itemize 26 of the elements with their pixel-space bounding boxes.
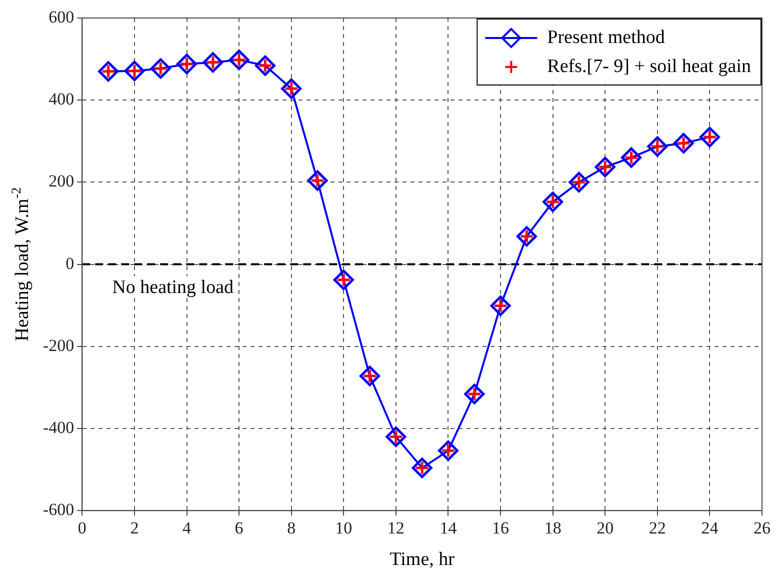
y-tick-label: 600 <box>48 7 74 26</box>
x-tick-label: 4 <box>182 518 192 538</box>
ref-line-label: No heating load <box>112 276 234 298</box>
y-tick-label: -200 <box>42 336 74 355</box>
x-tick-label: 10 <box>335 518 352 538</box>
x-tick-label: 2 <box>130 518 139 538</box>
x-tick-label: 0 <box>78 518 86 538</box>
legend-label: Refs.[7- 9] + soil heat gain <box>547 56 752 77</box>
x-tick-label: 24 <box>701 518 719 538</box>
x-axis-title: Time, hr <box>390 549 456 570</box>
legend-label: Present method <box>547 26 666 48</box>
y-tick-label: -600 <box>42 500 74 520</box>
y-tick-label: 200 <box>48 172 74 191</box>
x-tick-label: 26 <box>754 518 770 538</box>
y-tick-label: 400 <box>48 90 74 109</box>
y-tick-label: -400 <box>42 418 74 437</box>
y-tick-label: 0 <box>66 254 74 273</box>
x-tick-label: 16 <box>492 518 510 538</box>
x-tick-label: 14 <box>440 518 458 538</box>
y-axis-title: Heating load, W.m-2 <box>8 187 33 342</box>
x-tick-label: 6 <box>234 518 244 538</box>
x-tick-label: 18 <box>544 518 562 538</box>
x-tick-label: 22 <box>648 518 666 538</box>
x-tick-label: 8 <box>287 518 296 538</box>
x-tick-label: 20 <box>596 518 614 538</box>
x-tick-label: 12 <box>387 518 404 538</box>
